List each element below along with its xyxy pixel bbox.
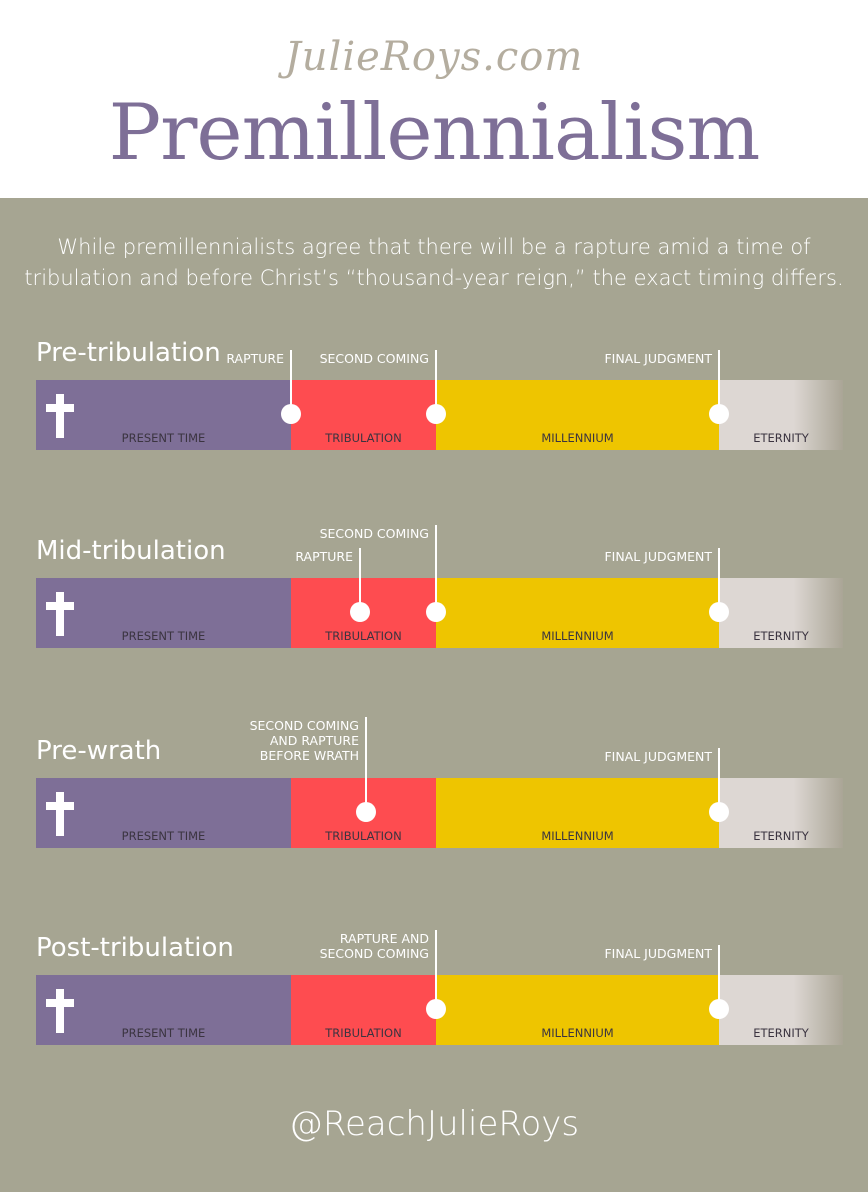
marker-line (365, 717, 367, 812)
row-title: Pre-wrath (36, 736, 162, 766)
segment-present: PRESENT TIME (36, 778, 291, 848)
timeline-bar: PRESENT TIME TRIBULATION MILLENNIUM ETERNIT… (36, 380, 843, 450)
footer-handle: @ReachJulieRoys (288, 1104, 580, 1144)
segment-label: PRESENT TIME (121, 1026, 206, 1040)
marker-line (435, 930, 437, 1009)
marker-label: RAPTURE AND SECOND COMING (319, 931, 429, 961)
cross-icon (46, 792, 74, 836)
segment-millennium: MILLENNIUM (436, 578, 719, 648)
segment-millennium: MILLENNIUM (436, 380, 719, 450)
segment-label: PRESENT TIME (121, 629, 206, 643)
marker-line (290, 350, 292, 414)
segment-present: PRESENT TIME (36, 380, 291, 450)
segment-present: PRESENT TIME (36, 975, 291, 1045)
segment-eternity: ETERNITY (719, 578, 843, 648)
intro-text: While premillennialists agree that there… (24, 235, 844, 290)
segment-label: ETERNITY (753, 1026, 809, 1040)
marker-label: SECOND COMING (319, 526, 429, 541)
segment-label: ETERNITY (753, 431, 809, 445)
marker-label: RAPTURE (226, 351, 284, 366)
marker-label: RAPTURE (295, 549, 353, 564)
segment-label: TRIBULATION (325, 629, 402, 643)
timeline-row: Post-tribulation PRESENT TIME TRIBULATION… (0, 930, 868, 1045)
segment-eternity: ETERNITY (719, 975, 843, 1045)
cross-icon (46, 989, 74, 1033)
marker-dot (426, 404, 446, 424)
marker-line (359, 548, 361, 612)
cross-icon (46, 592, 74, 636)
segment-label: MILLENNIUM (541, 1026, 614, 1040)
site-logo: JulieRoys.com (284, 34, 584, 80)
marker-dot (709, 999, 729, 1019)
page-title: Premillennialism (108, 88, 761, 178)
marker-label: FINAL JUDGMENT (604, 749, 712, 764)
segment-tribulation: TRIBULATION (291, 380, 436, 450)
marker-line (718, 945, 720, 1009)
segment-label: PRESENT TIME (121, 431, 206, 445)
marker-dot (426, 999, 446, 1019)
segment-label: MILLENNIUM (541, 431, 614, 445)
timeline-row: Pre-wrath PRESENT TIME TRIBULATION MILLENN… (0, 717, 868, 848)
marker-dot (709, 602, 729, 622)
marker-dot (350, 602, 370, 622)
segment-tribulation: TRIBULATION (291, 975, 436, 1045)
timeline-bar: PRESENT TIME TRIBULATION MILLENNIUM ETERNIT… (36, 975, 843, 1045)
row-title: Pre-tribulation (36, 338, 221, 368)
marker-label: SECOND COMING AND RAPTURE BEFORE WRATH (249, 718, 359, 763)
row-title: Mid-tribulation (36, 536, 226, 566)
marker-dot (709, 404, 729, 424)
header: JulieRoys.com Premillennialism (0, 0, 868, 198)
segment-eternity: ETERNITY (719, 778, 843, 848)
segment-eternity: ETERNITY (719, 380, 843, 450)
marker-label: FINAL JUDGMENT (604, 549, 712, 564)
segment-label: MILLENNIUM (541, 829, 614, 843)
marker-label: SECOND COMING (319, 351, 429, 366)
timeline-bar: PRESENT TIME TRIBULATION MILLENNIUM ETERNIT… (36, 578, 843, 648)
segment-millennium: MILLENNIUM (436, 778, 719, 848)
segment-millennium: MILLENNIUM (436, 975, 719, 1045)
marker-line (435, 350, 437, 414)
marker-dot (356, 802, 376, 822)
marker-label: FINAL JUDGMENT (604, 351, 712, 366)
marker-line (718, 350, 720, 414)
segment-present: PRESENT TIME (36, 578, 291, 648)
segment-label: MILLENNIUM (541, 629, 614, 643)
segment-label: TRIBULATION (325, 1026, 402, 1040)
row-title: Post-tribulation (36, 933, 234, 963)
segment-label: TRIBULATION (325, 431, 402, 445)
timeline-row: Mid-tribulation PRESENT TIME TRIBULATION M… (0, 525, 868, 648)
marker-dot (709, 802, 729, 822)
marker-dot (426, 602, 446, 622)
segment-label: TRIBULATION (325, 829, 402, 843)
timeline-row: Pre-tribulation PRESENT TIME TRIBULATION M… (0, 338, 868, 450)
segment-label: ETERNITY (753, 829, 809, 843)
marker-line (718, 748, 720, 812)
marker-label: FINAL JUDGMENT (604, 946, 712, 961)
marker-line (718, 548, 720, 612)
marker-line (435, 525, 437, 612)
cross-icon (46, 394, 74, 438)
segment-label: PRESENT TIME (121, 829, 206, 843)
marker-dot (281, 404, 301, 424)
timeline-bar: PRESENT TIME TRIBULATION MILLENNIUM ETERNIT… (36, 778, 843, 848)
segment-label: ETERNITY (753, 629, 809, 643)
